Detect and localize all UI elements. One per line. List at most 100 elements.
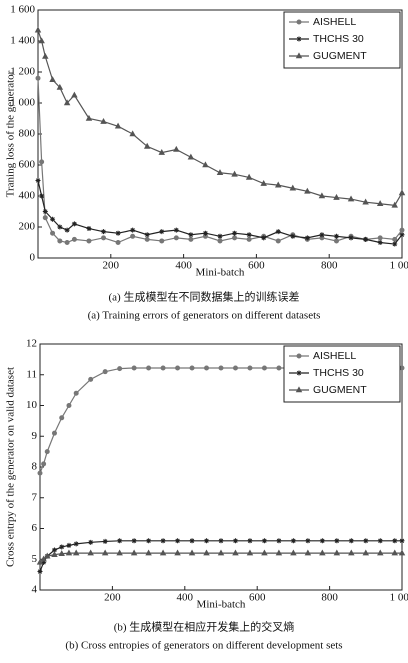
y-tick-label: 1 200 xyxy=(10,66,35,78)
caption: (a) 生成模型在不同数据集上的训练误差 xyxy=(109,290,300,304)
marker xyxy=(59,415,65,421)
marker xyxy=(131,365,137,371)
marker xyxy=(202,230,208,236)
y-tick-label: 11 xyxy=(26,368,37,380)
marker xyxy=(35,75,41,81)
marker xyxy=(71,236,77,242)
marker xyxy=(59,544,65,550)
marker xyxy=(296,370,302,376)
legend-label: THCHS 30 xyxy=(313,33,364,45)
marker xyxy=(117,538,123,544)
x-tick-label: 400 xyxy=(175,260,192,272)
marker xyxy=(398,549,406,556)
marker xyxy=(56,83,64,90)
marker xyxy=(143,142,151,149)
marker xyxy=(362,198,369,205)
marker xyxy=(101,235,107,241)
marker xyxy=(51,550,58,557)
marker xyxy=(399,227,405,233)
marker xyxy=(51,547,57,553)
series-line xyxy=(37,78,403,244)
x-tick-label: 400 xyxy=(177,592,194,604)
marker xyxy=(232,549,239,556)
marker xyxy=(64,227,70,233)
marker xyxy=(146,538,152,544)
marker xyxy=(296,36,302,42)
marker xyxy=(399,232,405,238)
caption: (b) 生成模型在相应开发集上的交叉熵 xyxy=(114,620,295,634)
y-axis-label: Traning loss of the generator xyxy=(5,70,17,197)
marker xyxy=(377,235,383,241)
marker xyxy=(290,233,296,239)
marker xyxy=(296,19,302,25)
marker xyxy=(101,229,107,235)
legend-label: THCHS 30 xyxy=(313,367,364,379)
marker xyxy=(36,558,44,565)
marker xyxy=(144,232,150,238)
marker xyxy=(117,366,123,372)
marker xyxy=(305,538,311,544)
marker xyxy=(260,179,267,186)
marker xyxy=(130,233,136,239)
y-tick-label: 200 xyxy=(19,221,36,233)
marker xyxy=(42,215,48,221)
marker xyxy=(38,37,45,44)
marker xyxy=(160,365,166,371)
marker xyxy=(261,235,267,241)
marker xyxy=(101,549,109,556)
marker xyxy=(115,240,121,245)
marker xyxy=(232,538,238,544)
marker xyxy=(304,187,311,194)
marker xyxy=(363,236,369,242)
marker xyxy=(41,461,47,467)
marker xyxy=(35,178,41,183)
marker xyxy=(217,233,223,239)
marker xyxy=(333,193,340,200)
marker xyxy=(114,122,122,129)
marker xyxy=(37,569,43,575)
marker xyxy=(102,538,108,544)
marker xyxy=(88,539,94,545)
marker xyxy=(57,224,63,230)
y-tick-label: 8 xyxy=(32,461,38,473)
marker xyxy=(158,148,166,155)
marker xyxy=(261,365,267,371)
marker xyxy=(49,76,56,83)
marker xyxy=(217,238,223,244)
x-tick-label: 600 xyxy=(248,260,265,272)
marker xyxy=(275,229,281,235)
marker xyxy=(73,390,79,396)
y-tick-label: 10 xyxy=(26,399,38,411)
marker xyxy=(37,470,43,476)
marker xyxy=(100,117,107,124)
marker xyxy=(131,538,137,544)
marker xyxy=(188,232,194,238)
x-tick-label: 200 xyxy=(104,592,121,604)
x-tick-label: 800 xyxy=(321,260,338,272)
marker xyxy=(333,238,339,244)
marker xyxy=(347,195,355,202)
marker xyxy=(66,403,72,408)
marker xyxy=(319,549,326,556)
marker xyxy=(87,549,94,556)
marker xyxy=(245,173,253,180)
marker xyxy=(275,238,281,244)
marker xyxy=(85,114,93,121)
marker xyxy=(247,538,253,544)
marker xyxy=(295,52,303,59)
marker xyxy=(159,238,165,244)
marker xyxy=(261,538,267,544)
marker xyxy=(39,159,45,165)
legend-label: AISHELL xyxy=(313,350,356,362)
marker xyxy=(348,235,354,241)
marker xyxy=(175,365,181,371)
marker xyxy=(204,365,210,371)
marker xyxy=(203,549,210,556)
y-tick-label: 9 xyxy=(32,430,38,442)
marker xyxy=(202,161,209,168)
marker xyxy=(173,145,180,152)
marker xyxy=(130,549,138,556)
marker xyxy=(377,240,383,245)
marker xyxy=(246,232,252,238)
marker xyxy=(50,216,56,222)
